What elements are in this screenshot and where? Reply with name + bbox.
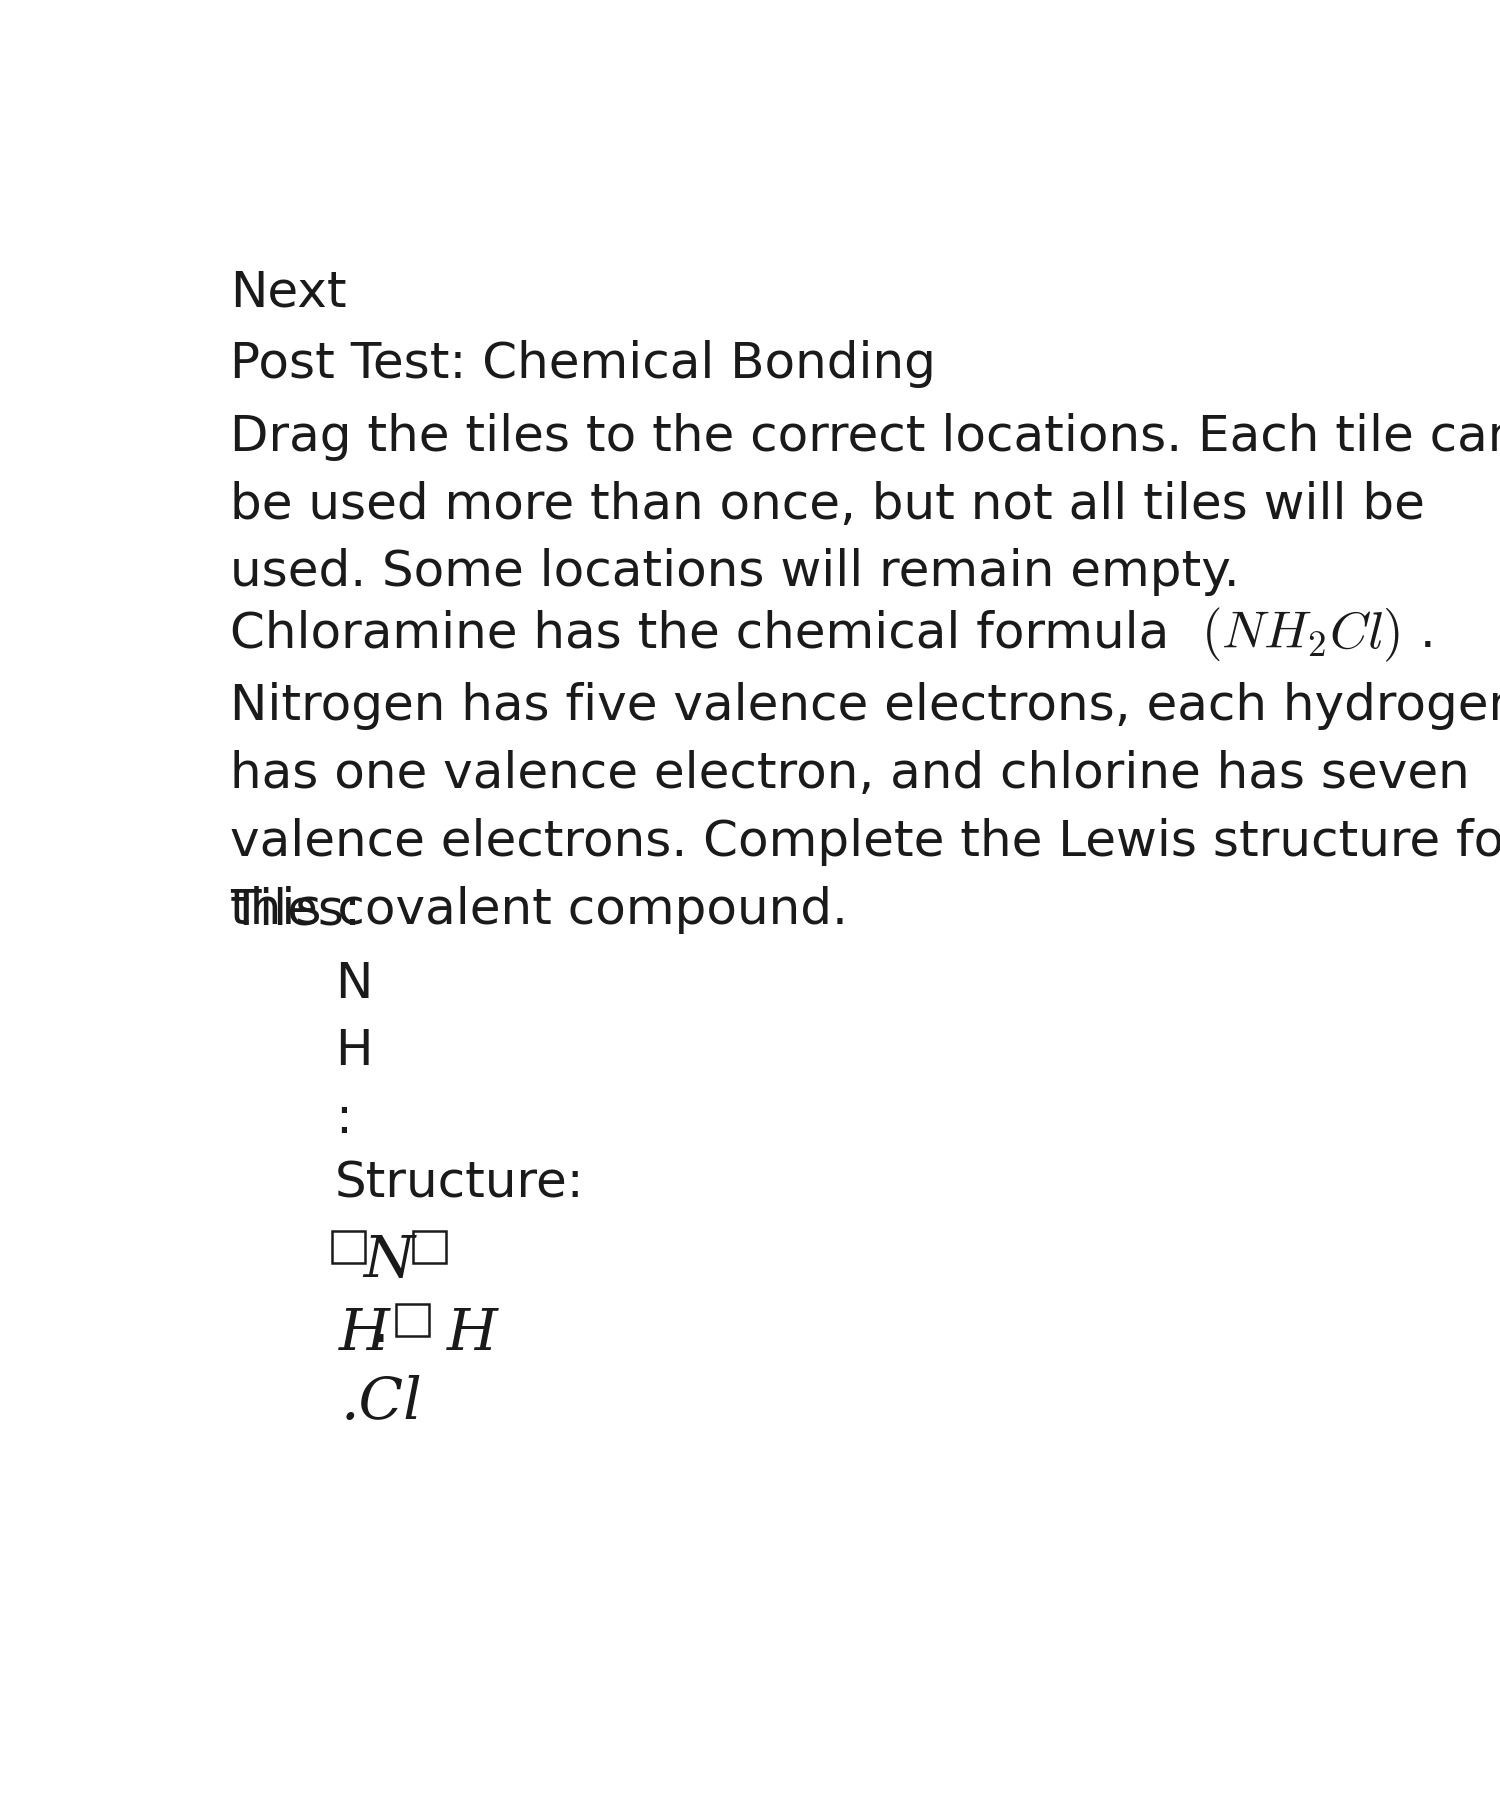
Text: ·: · [369, 1312, 390, 1373]
Text: has one valence electron, and chlorine has seven: has one valence electron, and chlorine h… [230, 750, 1470, 797]
Text: .Cl: .Cl [340, 1375, 423, 1432]
Text: H: H [447, 1306, 498, 1362]
Text: Nitrogen has five valence electrons, each hydrogen: Nitrogen has five valence electrons, eac… [230, 682, 1500, 731]
Text: valence electrons. Complete the Lewis structure for: valence electrons. Complete the Lewis st… [230, 817, 1500, 866]
Bar [413, 1230, 446, 1263]
Text: :: : [334, 1095, 351, 1144]
Text: Chloramine has the chemical formula: Chloramine has the chemical formula [230, 610, 1202, 657]
Text: N: N [363, 1232, 414, 1290]
Text: $(NH_2Cl)$: $(NH_2Cl)$ [1202, 606, 1401, 664]
Bar [396, 1304, 429, 1337]
Text: H: H [339, 1306, 390, 1362]
Text: used. Some locations will remain empty.: used. Some locations will remain empty. [230, 548, 1239, 597]
Bar [333, 1230, 364, 1263]
Text: H: H [334, 1026, 372, 1075]
Text: .: . [1404, 610, 1435, 657]
Text: Structure:: Structure: [334, 1160, 585, 1207]
Text: this covalent compound.: this covalent compound. [230, 886, 847, 934]
Text: be used more than once, but not all tiles will be: be used more than once, but not all tile… [230, 480, 1425, 529]
Text: Next: Next [230, 269, 346, 318]
Text: Post Test: Chemical Bonding: Post Test: Chemical Bonding [230, 339, 936, 388]
Text: Tiles:: Tiles: [230, 886, 362, 934]
Text: N: N [334, 960, 372, 1007]
Text: Drag the tiles to the correct locations. Each tile can: Drag the tiles to the correct locations.… [230, 413, 1500, 460]
